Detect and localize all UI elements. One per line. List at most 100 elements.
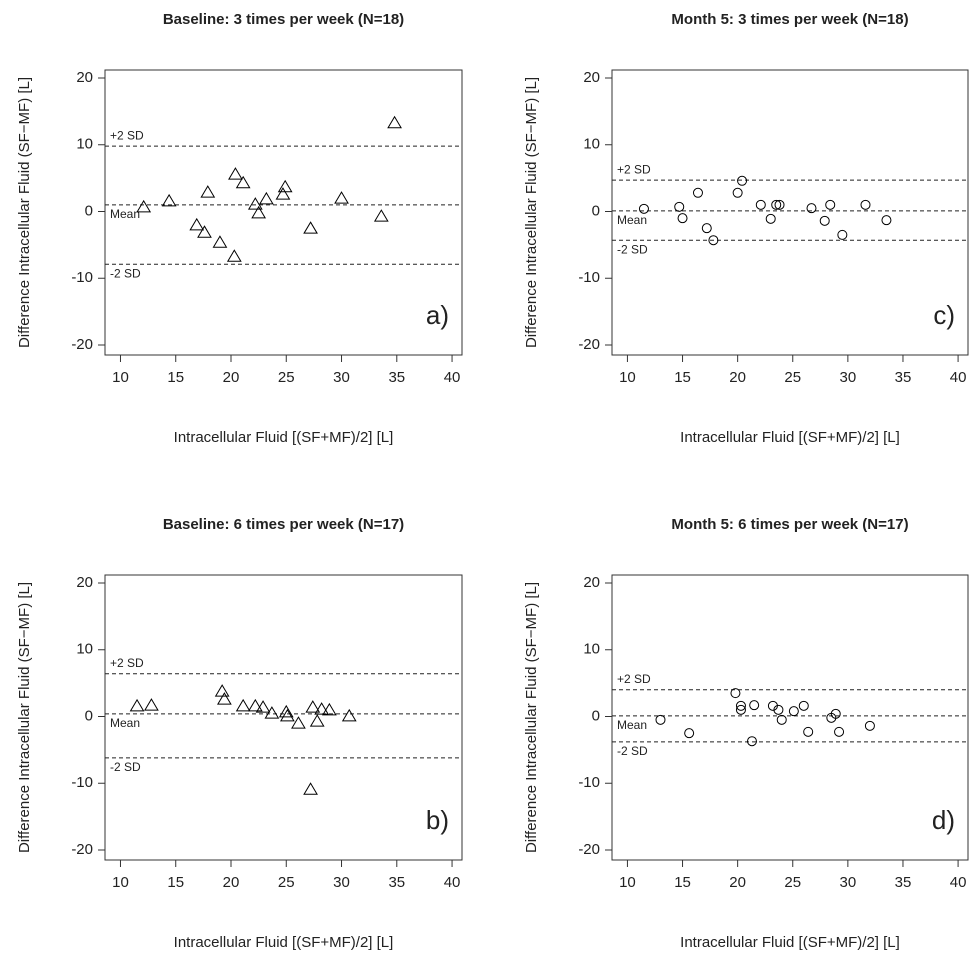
data-point xyxy=(749,700,760,711)
data-point xyxy=(200,185,216,198)
x-tick-label: 20 xyxy=(729,874,746,891)
data-point xyxy=(864,720,875,731)
data-point xyxy=(216,692,232,705)
data-point xyxy=(825,199,836,210)
data-point xyxy=(314,702,330,715)
data-point xyxy=(303,782,318,795)
reference-label: -2 SD xyxy=(617,744,648,758)
reference-label: Mean xyxy=(110,207,140,221)
data-point xyxy=(746,736,757,747)
y-tick-label: -10 xyxy=(578,269,600,286)
data-point xyxy=(638,203,649,214)
data-point xyxy=(136,199,152,213)
panel-title: Baseline: 6 times per week (N=17) xyxy=(163,516,404,533)
y-tick-label: 20 xyxy=(583,574,600,591)
y-tick-label: -10 xyxy=(71,774,93,791)
data-point xyxy=(755,199,766,210)
panel-title: Month 5: 6 times per week (N=17) xyxy=(671,516,908,533)
data-point xyxy=(881,215,892,226)
panel-title: Baseline: 3 times per week (N=18) xyxy=(163,11,404,28)
data-point xyxy=(235,698,251,712)
y-tick-label: -20 xyxy=(71,841,93,858)
y-axis-label: Difference Intracellular Fluid (SF−MF) [… xyxy=(16,77,33,348)
data-point xyxy=(321,702,337,716)
y-tick-label: -20 xyxy=(578,841,600,858)
x-tick-label: 15 xyxy=(674,874,691,891)
reference-label: Mean xyxy=(110,716,140,730)
data-point xyxy=(773,704,784,715)
data-point xyxy=(819,215,830,226)
data-point xyxy=(788,706,799,717)
reference-label: +2 SD xyxy=(110,128,144,142)
x-tick-label: 15 xyxy=(167,369,184,386)
data-point xyxy=(291,716,306,729)
x-tick-label: 20 xyxy=(729,369,746,386)
x-axis-label: Intracellular Fluid [(SF+MF)/2] [L] xyxy=(174,934,394,951)
plot-box xyxy=(611,574,969,861)
x-tick-label: 10 xyxy=(619,369,636,386)
data-point xyxy=(730,688,741,699)
x-tick-label: 10 xyxy=(112,874,129,891)
data-point xyxy=(303,221,318,234)
data-point xyxy=(803,726,814,737)
reference-label: -2 SD xyxy=(110,760,141,774)
x-axis-label: Intracellular Fluid [(SF+MF)/2] [L] xyxy=(680,934,900,951)
x-tick-label: 25 xyxy=(784,369,801,386)
y-tick-label: -20 xyxy=(71,336,93,353)
reference-label: -2 SD xyxy=(110,266,141,280)
data-point xyxy=(677,213,688,224)
data-point xyxy=(735,700,746,711)
x-tick-label: 35 xyxy=(388,874,405,891)
data-point xyxy=(144,698,159,711)
x-tick-label: 35 xyxy=(895,369,912,386)
data-point xyxy=(684,728,695,739)
y-tick-label: 20 xyxy=(583,69,600,86)
y-tick-label: 10 xyxy=(76,641,93,658)
data-point xyxy=(255,700,271,713)
data-point xyxy=(247,197,263,210)
data-point xyxy=(798,700,809,711)
data-point xyxy=(275,187,291,200)
x-tick-label: 10 xyxy=(112,369,129,386)
x-tick-label: 20 xyxy=(223,369,240,386)
data-point xyxy=(214,684,230,697)
data-point xyxy=(277,179,293,193)
data-point xyxy=(771,199,782,210)
reference-label: +2 SD xyxy=(617,672,651,686)
data-point xyxy=(765,213,776,224)
x-tick-label: 25 xyxy=(784,874,801,891)
x-tick-label: 35 xyxy=(895,874,912,891)
data-point xyxy=(279,708,295,722)
data-point xyxy=(251,205,267,219)
data-point xyxy=(860,199,871,210)
x-tick-label: 25 xyxy=(278,874,295,891)
data-point xyxy=(387,115,402,129)
reference-label: +2 SD xyxy=(110,656,144,670)
data-point xyxy=(806,203,817,214)
y-tick-label: -10 xyxy=(578,774,600,791)
x-tick-label: 40 xyxy=(444,369,461,386)
y-axis-label: Difference Intracellular Fluid (SF−MF) [… xyxy=(523,77,540,348)
data-point xyxy=(830,708,841,719)
x-tick-label: 30 xyxy=(333,369,350,386)
x-tick-label: 10 xyxy=(619,874,636,891)
data-point xyxy=(305,700,321,713)
data-point xyxy=(692,187,703,198)
data-point xyxy=(774,199,785,210)
panel-label: d) xyxy=(932,805,955,835)
x-tick-label: 15 xyxy=(167,874,184,891)
reference-label: Mean xyxy=(617,213,647,227)
data-point xyxy=(373,209,389,222)
data-point xyxy=(226,249,242,262)
data-point xyxy=(341,708,357,722)
data-point xyxy=(708,235,719,246)
x-tick-label: 35 xyxy=(388,369,405,386)
y-tick-label: 0 xyxy=(85,202,93,219)
data-point xyxy=(735,704,746,715)
y-axis-label: Difference Intracellular Fluid (SF−MF) [… xyxy=(16,582,33,853)
data-point xyxy=(837,229,848,240)
x-tick-label: 40 xyxy=(950,369,967,386)
reference-label: -2 SD xyxy=(617,242,648,256)
reference-label: +2 SD xyxy=(617,162,651,176)
